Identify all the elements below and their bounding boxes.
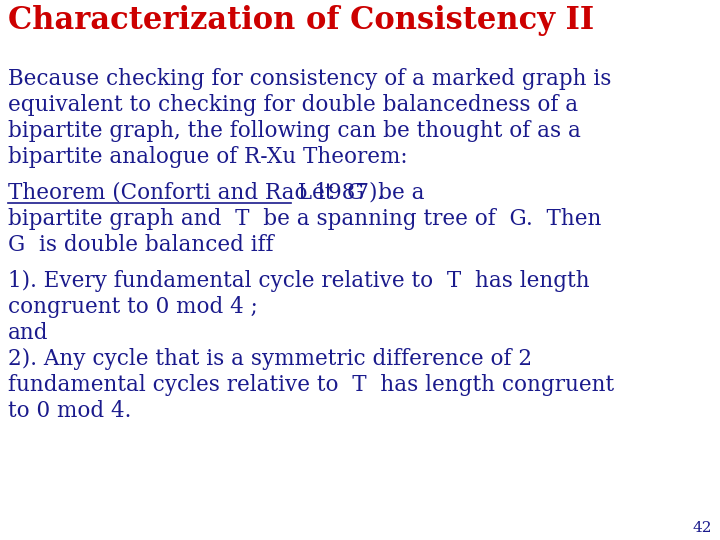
Text: and: and [8,322,48,344]
Text: 42: 42 [693,521,712,535]
Text: congruent to 0 mod 4 ;: congruent to 0 mod 4 ; [8,296,258,318]
Text: bipartite graph, the following can be thought of as a: bipartite graph, the following can be th… [8,120,581,142]
Text: bipartite analogue of R-Xu Theorem:: bipartite analogue of R-Xu Theorem: [8,146,408,168]
Text: fundamental cycles relative to  T  has length congruent: fundamental cycles relative to T has len… [8,374,614,396]
Text: bipartite graph and  T  be a spanning tree of  G.  Then: bipartite graph and T be a spanning tree… [8,208,601,230]
Text: Let  G  be a: Let G be a [291,182,425,204]
Text: Theorem (Conforti and Rao 1987).: Theorem (Conforti and Rao 1987). [8,182,384,204]
Text: Because checking for consistency of a marked graph is: Because checking for consistency of a ma… [8,68,611,90]
Text: to 0 mod 4.: to 0 mod 4. [8,400,131,422]
Text: 2). Any cycle that is a symmetric difference of 2: 2). Any cycle that is a symmetric differ… [8,348,532,370]
Text: Characterization of Consistency II: Characterization of Consistency II [8,5,594,36]
Text: 1). Every fundamental cycle relative to  T  has length: 1). Every fundamental cycle relative to … [8,270,590,292]
Text: G  is double balanced iff: G is double balanced iff [8,234,274,256]
Text: equivalent to checking for double balancedness of a: equivalent to checking for double balanc… [8,94,578,116]
